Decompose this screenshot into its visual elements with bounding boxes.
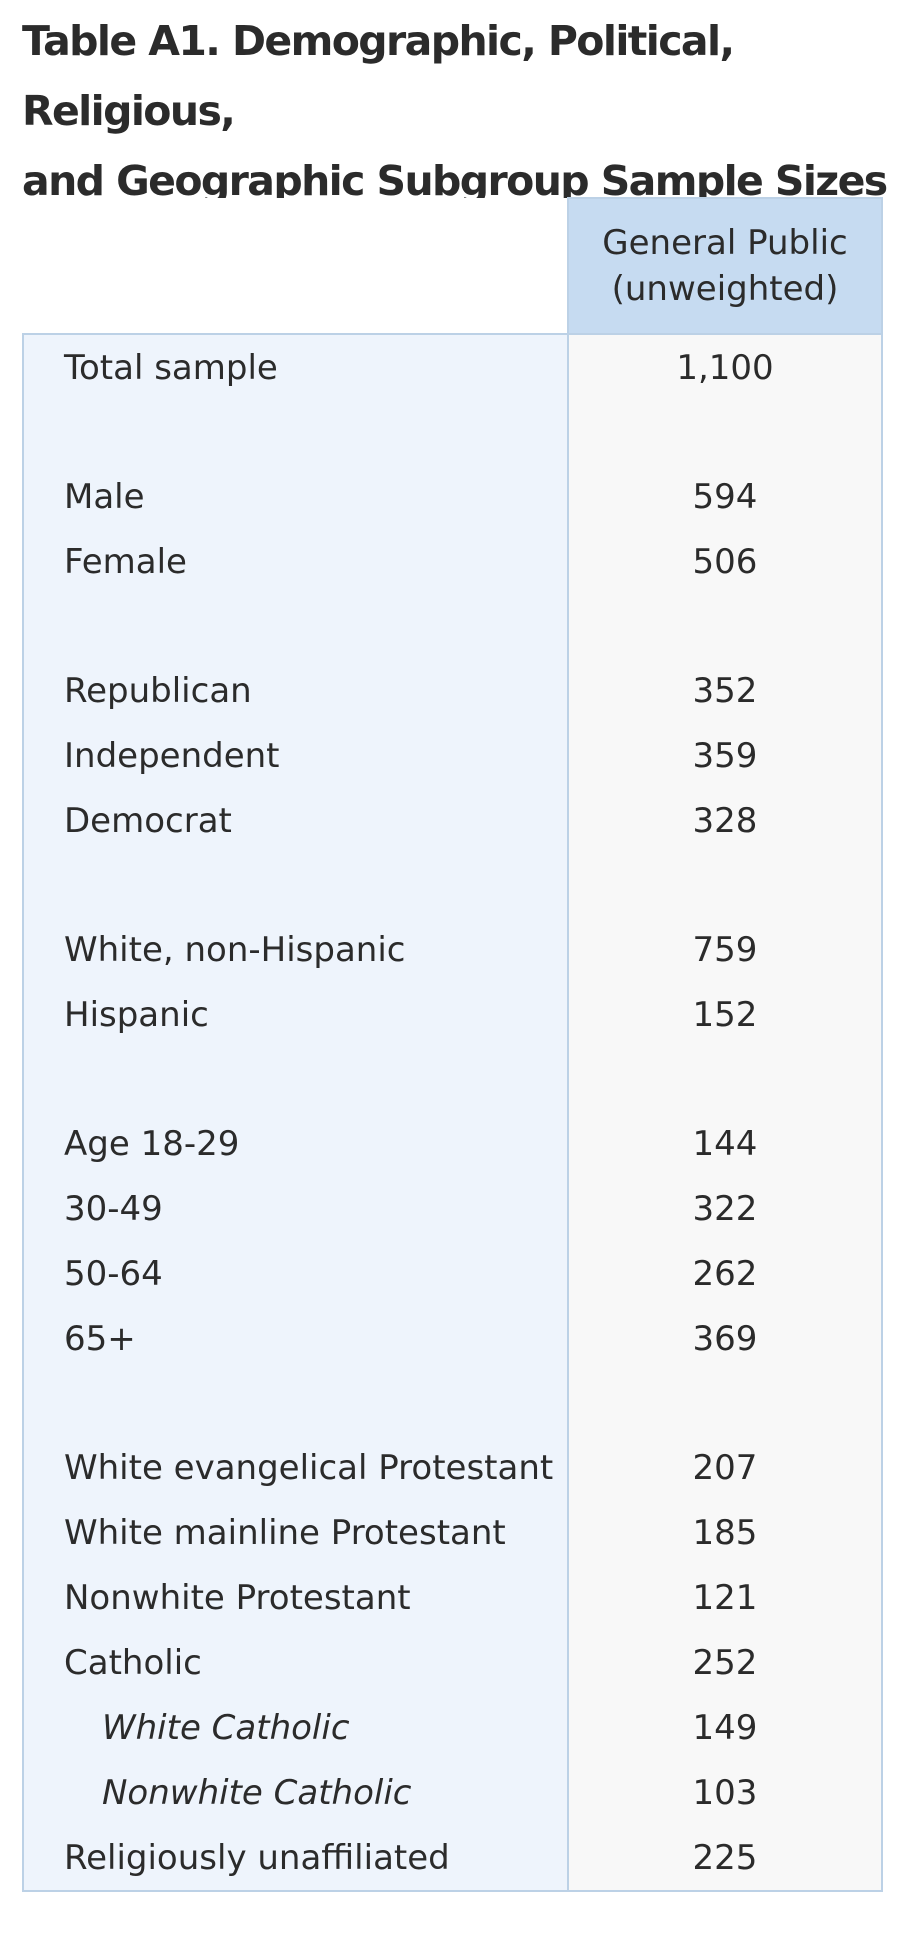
row-label-subgroup: Nonwhite Catholic xyxy=(22,1760,569,1825)
row-value: 352 xyxy=(568,658,883,723)
table-row: Female 506 xyxy=(22,529,883,594)
row-label: Female xyxy=(22,529,569,594)
sample-size-table: General Public (unweighted) Total sample… xyxy=(22,197,883,1892)
spacer-label-cell xyxy=(22,594,569,658)
row-value: 207 xyxy=(568,1435,883,1500)
table-row: Hispanic 152 xyxy=(22,982,883,1047)
table-row: White, non-Hispanic 759 xyxy=(22,917,883,982)
table-row: White Catholic 149 xyxy=(22,1695,883,1760)
row-value: 252 xyxy=(568,1630,883,1695)
row-label: Male xyxy=(22,464,569,529)
row-label: 30-49 xyxy=(22,1176,569,1241)
row-value: 322 xyxy=(568,1176,883,1241)
row-label: White, non-Hispanic xyxy=(22,917,569,982)
table-title-line-2: and Geographic Subgroup Sample Sizes xyxy=(22,157,888,205)
row-value: 225 xyxy=(568,1825,883,1892)
table-row: 65+ 369 xyxy=(22,1306,883,1371)
row-label-subgroup: White Catholic xyxy=(22,1695,569,1760)
row-label: 65+ xyxy=(22,1306,569,1371)
spacer-value-cell xyxy=(568,853,883,917)
table-row: 50-64 262 xyxy=(22,1241,883,1306)
row-label: Democrat xyxy=(22,788,569,853)
table-row: Nonwhite Catholic 103 xyxy=(22,1760,883,1825)
column-header-line-1: General Public xyxy=(602,223,848,263)
table-spacer-row xyxy=(22,1371,883,1435)
table-spacer-row xyxy=(22,853,883,917)
table-row: Democrat 328 xyxy=(22,788,883,853)
spacer-label-cell xyxy=(22,1047,569,1111)
table-row: Religiously unaffiliated 225 xyxy=(22,1825,883,1892)
spacer-value-cell xyxy=(568,1371,883,1435)
table-spacer-row xyxy=(22,594,883,658)
row-label: Independent xyxy=(22,723,569,788)
table-header-blank-cell xyxy=(23,198,568,334)
row-label: Religiously unaffiliated xyxy=(22,1825,569,1892)
row-label: White mainline Protestant xyxy=(22,1500,569,1565)
table-row: Nonwhite Protestant 121 xyxy=(22,1565,883,1630)
row-label: Republican xyxy=(22,658,569,723)
row-label: Catholic xyxy=(22,1630,569,1695)
table-row: Age 18-29 144 xyxy=(22,1111,883,1176)
row-label: White evangelical Protestant xyxy=(22,1435,569,1500)
row-value: 144 xyxy=(568,1111,883,1176)
row-value: 759 xyxy=(568,917,883,982)
row-label: Hispanic xyxy=(22,982,569,1047)
column-header-general-public: General Public (unweighted) xyxy=(567,197,883,335)
table-title-line-1: Table A1. Demographic, Political, Religi… xyxy=(22,17,735,135)
table-row: White mainline Protestant 185 xyxy=(22,1500,883,1565)
table-header-row: General Public (unweighted) xyxy=(23,197,883,335)
column-header-line-2: (unweighted) xyxy=(611,269,839,309)
row-value: 359 xyxy=(568,723,883,788)
table-row: Male 594 xyxy=(22,464,883,529)
row-value: 262 xyxy=(568,1241,883,1306)
table-row: White evangelical Protestant 207 xyxy=(22,1435,883,1500)
table-row: Republican 352 xyxy=(22,658,883,723)
table-row: Independent 359 xyxy=(22,723,883,788)
row-label: Nonwhite Protestant xyxy=(22,1565,569,1630)
row-value: 103 xyxy=(568,1760,883,1825)
spacer-value-cell xyxy=(568,400,883,464)
spacer-value-cell xyxy=(568,1047,883,1111)
table-spacer-row xyxy=(22,400,883,464)
spacer-value-cell xyxy=(568,594,883,658)
table-row: 30-49 322 xyxy=(22,1176,883,1241)
table-spacer-row xyxy=(22,1047,883,1111)
spacer-label-cell xyxy=(22,853,569,917)
sample-size-table-container: General Public (unweighted) Total sample… xyxy=(22,197,883,1892)
row-label: Total sample xyxy=(22,333,569,400)
spacer-label-cell xyxy=(22,400,569,464)
row-label: 50-64 xyxy=(22,1241,569,1306)
spacer-label-cell xyxy=(22,1371,569,1435)
row-value: 594 xyxy=(568,464,883,529)
table-title: Table A1. Demographic, Political, Religi… xyxy=(22,6,892,216)
table-row: Total sample 1,100 xyxy=(22,333,883,400)
row-value: 149 xyxy=(568,1695,883,1760)
row-value: 121 xyxy=(568,1565,883,1630)
row-value: 328 xyxy=(568,788,883,853)
row-value: 506 xyxy=(568,529,883,594)
row-label: Age 18-29 xyxy=(22,1111,569,1176)
row-value: 369 xyxy=(568,1306,883,1371)
row-value: 152 xyxy=(568,982,883,1047)
row-value: 1,100 xyxy=(568,333,883,400)
row-value: 185 xyxy=(568,1500,883,1565)
table-row: Catholic 252 xyxy=(22,1630,883,1695)
